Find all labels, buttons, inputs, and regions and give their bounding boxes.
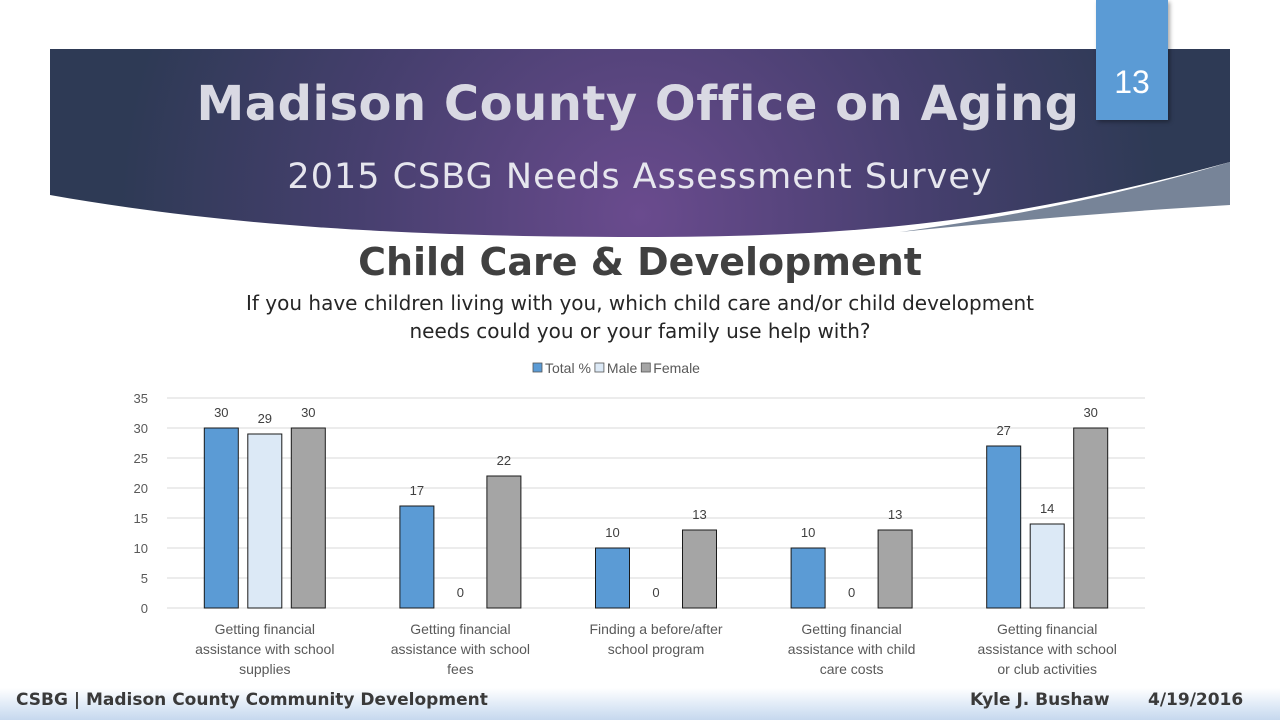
page-subtitle: 2015 CSBG Needs Assessment Survey	[287, 157, 993, 197]
bar	[203, 427, 239, 609]
slide-number: 13	[1114, 64, 1150, 100]
data-label: 30	[214, 405, 228, 420]
bar	[247, 433, 283, 609]
data-label: 13	[888, 507, 902, 522]
title-banner	[50, 49, 1230, 237]
x-category-label: Finding a before/after school program	[589, 621, 722, 657]
y-tick-label: 30	[134, 421, 148, 436]
section-title: Child Care & Development	[358, 240, 922, 284]
survey-question: If you have children living with you, wh…	[245, 291, 1035, 343]
legend-label: Total %	[545, 360, 591, 376]
x-category-label: Getting financial assistance with school o…	[978, 621, 1117, 677]
y-tick-label: 10	[134, 541, 148, 556]
x-category-label: Getting financial assistance with school f…	[391, 621, 530, 677]
data-label: 30	[301, 405, 315, 420]
page-title: Madison County Office on Aging	[196, 76, 1080, 132]
footer-organization: CSBG | Madison County Community Developm…	[16, 690, 488, 710]
data-label: 0	[848, 585, 855, 600]
legend-swatch	[640, 362, 651, 373]
data-label: 13	[692, 507, 706, 522]
y-tick-label: 20	[134, 481, 148, 496]
x-category-label: Getting financial assistance with school s…	[195, 621, 334, 677]
data-label: 27	[996, 423, 1010, 438]
footer-bar: CSBG | Madison County Community Developm…	[0, 688, 1280, 720]
x-category-label: Getting financial assistance with child ca…	[788, 621, 916, 677]
data-label: 10	[801, 525, 815, 540]
y-tick-label: 35	[134, 391, 148, 406]
y-tick-label: 0	[141, 601, 148, 616]
data-label: 0	[652, 585, 659, 600]
data-label: 29	[258, 411, 272, 426]
data-label: 30	[1083, 405, 1097, 420]
bar	[595, 547, 630, 609]
data-label: 17	[410, 483, 424, 498]
bar	[986, 445, 1022, 609]
bar	[486, 475, 522, 609]
y-tick-label: 25	[134, 451, 148, 466]
legend-label: Female	[653, 360, 700, 376]
legend-swatch	[532, 362, 543, 373]
bar	[399, 505, 435, 609]
data-label: 22	[497, 453, 511, 468]
footer-date: 4/19/2016	[1148, 690, 1244, 710]
y-tick-label: 15	[134, 511, 148, 526]
data-label: 10	[605, 525, 619, 540]
legend-swatch	[594, 362, 605, 373]
bar	[790, 547, 826, 609]
slide-number-badge: 13	[1096, 0, 1168, 120]
y-tick-label: 5	[141, 571, 148, 586]
bar-chart: 0 5 10 15 20 25 30 35 30 29 30 Getting financial ass…	[134, 360, 1145, 677]
bar	[1029, 523, 1065, 609]
legend-label: Male	[607, 360, 638, 376]
bar	[682, 529, 717, 609]
footer-author: Kyle J. Bushaw	[970, 690, 1110, 710]
bar	[877, 529, 913, 609]
bar	[1073, 427, 1109, 609]
bar	[290, 427, 326, 609]
data-label: 14	[1040, 501, 1054, 516]
data-label: 0	[457, 585, 464, 600]
